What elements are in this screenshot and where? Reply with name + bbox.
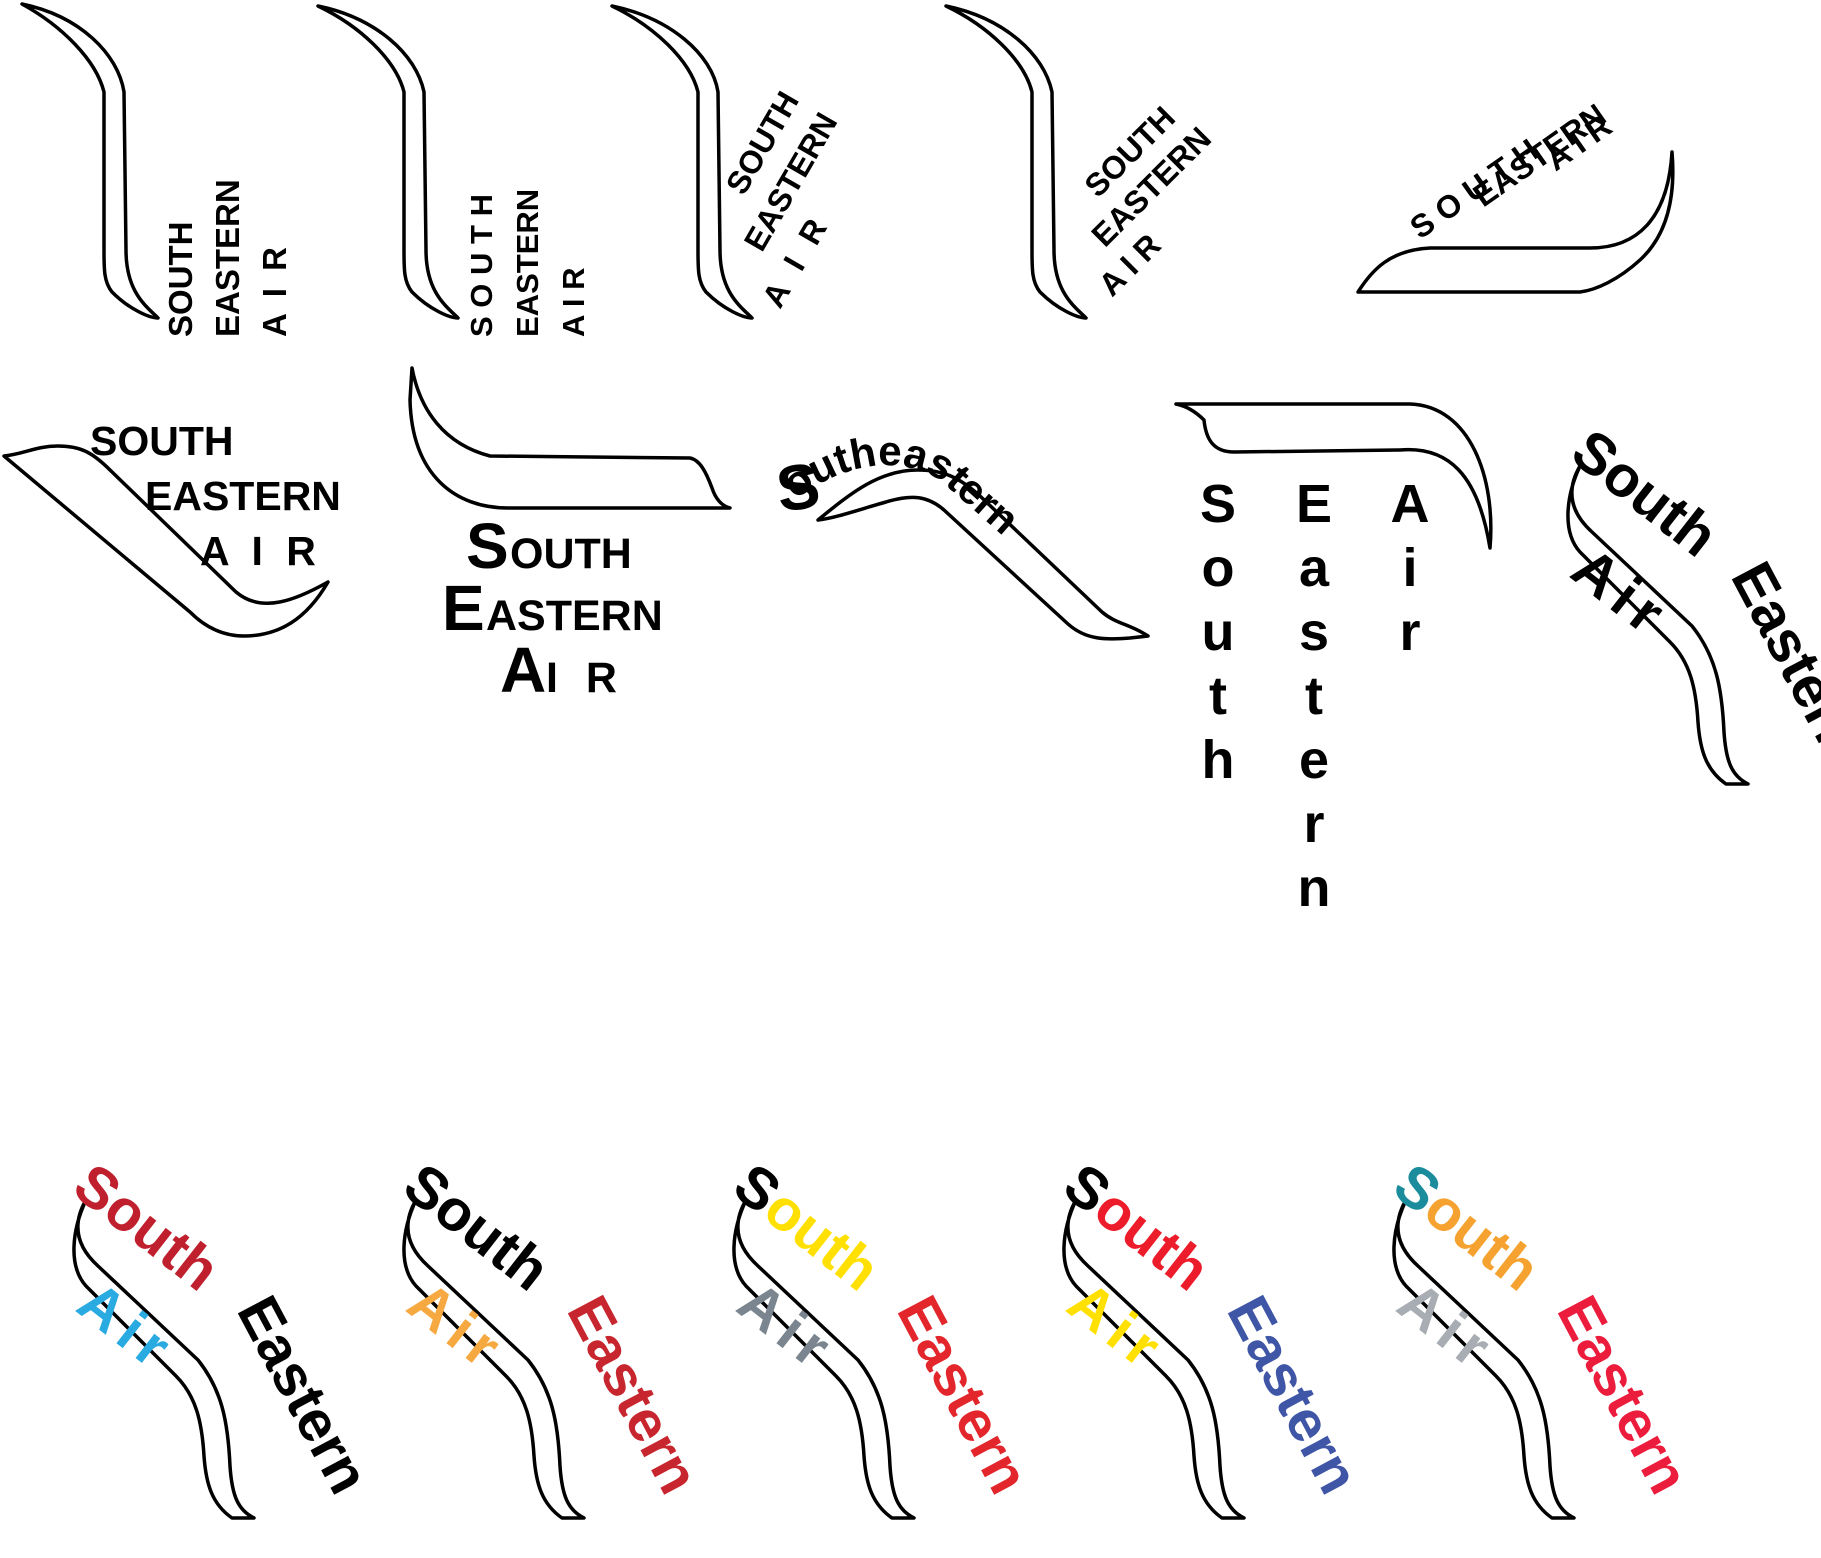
column-eastern-letter: s (1299, 602, 1329, 662)
column-air-letter: r (1399, 602, 1420, 662)
swoosh-shape (1174, 402, 1493, 550)
swoosh-shape (1392, 1198, 1576, 1520)
column-air-letter: A (1391, 474, 1430, 534)
column-eastern-letter: E (1296, 474, 1332, 534)
column-air-letter: i (1402, 538, 1417, 598)
column-eastern: E a s t e r n (1296, 474, 1332, 918)
word-south: SOUTH (90, 418, 234, 464)
logo-concept-9: S o u t h E a s t e r n A i r (1174, 402, 1493, 918)
word-eastern: Eastern (555, 1286, 712, 1504)
word-air-initial: A (500, 634, 546, 706)
logo-concept-10: South Eastern Air (1560, 417, 1821, 786)
word-south: SOUTH (162, 222, 199, 338)
swoosh-shape (732, 1198, 916, 1520)
column-eastern-letter: e (1299, 730, 1329, 790)
word-south: S O U T H (464, 194, 499, 337)
word-air-rest: I R (546, 654, 625, 702)
swoosh-shape (72, 1198, 256, 1520)
logo-concept-7: S OUTH E ASTERN A I R (408, 366, 732, 706)
logo-concept-1: SOUTH EASTERN A I R (20, 2, 293, 338)
column-south-letter: u (1202, 602, 1235, 662)
word-eastern: Eastern (1215, 1286, 1372, 1504)
column-south: S o u t h (1200, 474, 1236, 790)
swoosh-shape (2, 444, 330, 638)
column-south-letter: S (1200, 474, 1236, 534)
swoosh-shape (1356, 150, 1675, 294)
word-eastern: EASTERN (209, 179, 246, 337)
word-eastern-initial: E (442, 572, 485, 644)
word-eastern: Eastern (225, 1286, 382, 1504)
swoosh-shape (944, 4, 1088, 320)
column-eastern-letter: n (1298, 858, 1331, 918)
word-air: A I R (556, 268, 591, 337)
color-variant-row: SouthEasternAirSouthEasternAirSouthEaste… (62, 1151, 1702, 1520)
column-south-letter: o (1202, 538, 1235, 598)
word-eastern-rest: ASTERN (486, 592, 663, 640)
word-eastern: Eastern (885, 1286, 1042, 1504)
column-eastern-letter: r (1303, 794, 1324, 854)
word-air: A I R (200, 528, 322, 574)
word-eastern: EASTERN (510, 189, 545, 337)
swoosh-shape (20, 2, 160, 320)
logo-concept-5: S O U T H EASTERN A I R (1356, 97, 1675, 294)
word-south-initial: S (466, 510, 509, 582)
word-eastern: Eastern (1545, 1286, 1702, 1504)
logo-concept-3: A I R EASTERN SOUTH (610, 4, 844, 320)
swoosh-shape (610, 4, 754, 320)
swoosh-shape (816, 468, 1150, 641)
word-south-initial: S (772, 449, 824, 526)
word-eastern: Eastern (1719, 552, 1821, 770)
column-eastern-letter: t (1305, 666, 1323, 726)
swoosh-shape (1062, 1198, 1246, 1520)
swoosh-shape (316, 4, 460, 320)
word-air: A I R (256, 243, 293, 337)
word-south-rest: OUTH (510, 530, 632, 578)
word-eastern: EASTERN (145, 473, 341, 519)
logo-concept-4: A I R EASTERN SOUTH (944, 4, 1218, 320)
logo-concept-6: SOUTH EASTERN A I R (2, 418, 341, 638)
swoosh-shape (402, 1198, 586, 1520)
logo-concept-8: S outheastern (772, 427, 1150, 641)
column-eastern-letter: a (1299, 538, 1330, 598)
column-south-letter: h (1202, 730, 1235, 790)
logo-concept-2: S O U T H EASTERN A I R (316, 4, 591, 337)
swoosh-shape (408, 366, 732, 510)
swoosh-shape (1566, 464, 1750, 786)
column-south-letter: t (1209, 666, 1227, 726)
column-air: A i r (1391, 474, 1430, 662)
